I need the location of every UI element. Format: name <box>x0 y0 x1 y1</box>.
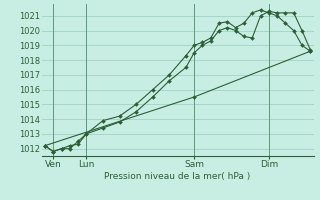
X-axis label: Pression niveau de la mer( hPa ): Pression niveau de la mer( hPa ) <box>104 172 251 181</box>
